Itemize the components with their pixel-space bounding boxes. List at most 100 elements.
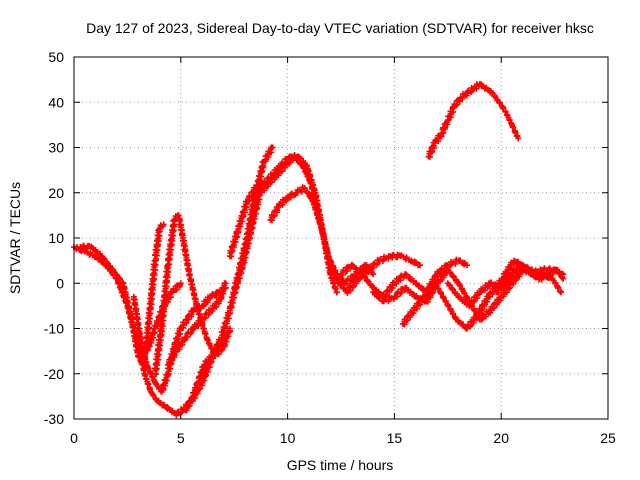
data-marker: [294, 156, 301, 163]
data-marker: [509, 124, 516, 131]
data-marker: [179, 237, 186, 244]
data-marker: [247, 235, 254, 242]
data-marker: [161, 401, 168, 408]
data-points: [71, 81, 567, 419]
data-marker: [275, 204, 282, 211]
data-marker: [123, 294, 130, 301]
data-marker: [435, 285, 442, 292]
data-marker: [552, 279, 559, 286]
data-marker: [397, 290, 404, 297]
data-marker: [372, 290, 379, 297]
data-marker: [314, 212, 321, 219]
data-marker: [312, 206, 319, 213]
data-marker: [322, 241, 329, 248]
data-marker: [316, 220, 323, 227]
data-point: [160, 221, 167, 228]
data-marker: [524, 266, 531, 273]
series-arc-16: [425, 81, 522, 160]
data-marker: [119, 280, 126, 287]
data-point: [558, 289, 565, 296]
y-tick-label: -20: [44, 366, 64, 382]
data-marker: [126, 308, 133, 315]
data-marker: [499, 103, 506, 110]
series-arc-5: [151, 212, 233, 378]
series-arc-6: [164, 280, 229, 369]
data-marker: [555, 284, 562, 291]
x-tick-label: 0: [70, 430, 78, 446]
data-marker: [307, 180, 314, 187]
data-point: [269, 144, 276, 151]
data-marker: [200, 325, 207, 332]
data-point: [464, 262, 471, 269]
y-tick-label: -10: [44, 321, 64, 337]
data-marker: [460, 321, 467, 328]
data-marker: [201, 330, 208, 337]
data-marker: [438, 290, 445, 297]
data-marker: [407, 288, 414, 295]
data-marker: [144, 380, 151, 387]
data-point: [515, 135, 522, 142]
data-marker: [188, 281, 195, 288]
data-marker: [500, 104, 507, 111]
x-tick-label: 10: [280, 430, 296, 446]
series-arc-15: [493, 257, 567, 296]
data-marker: [330, 280, 337, 287]
data-marker: [175, 212, 182, 219]
data-marker: [412, 259, 419, 266]
x-tick-label: 5: [177, 430, 185, 446]
data-marker: [556, 269, 563, 276]
data-marker: [515, 258, 522, 265]
data-marker: [416, 282, 423, 289]
data-marker: [142, 372, 149, 379]
series-arc-14: [444, 265, 567, 309]
data-marker: [325, 255, 332, 262]
data-marker: [128, 318, 135, 325]
data-marker: [327, 271, 334, 278]
data-marker: [403, 271, 410, 278]
data-marker: [138, 356, 145, 363]
data-marker: [117, 275, 124, 282]
data-marker: [192, 300, 199, 307]
data-point: [177, 280, 184, 287]
series-arc-10: [267, 184, 424, 296]
data-point: [222, 280, 229, 287]
y-axis-label: SDTVAR / TECUs: [7, 182, 23, 294]
data-marker: [315, 215, 322, 222]
data-marker: [149, 373, 156, 380]
data-marker: [113, 271, 120, 278]
data-marker: [461, 290, 468, 297]
data-marker: [189, 308, 196, 315]
data-marker: [150, 392, 157, 399]
data-marker: [375, 293, 382, 300]
data-marker: [347, 277, 354, 284]
data-marker: [177, 226, 184, 233]
data-marker: [130, 296, 137, 303]
data-marker: [189, 286, 196, 293]
chart-title: Day 127 of 2023, Sidereal Day-to-day VTE…: [86, 20, 594, 36]
data-marker: [332, 285, 339, 292]
data-marker: [449, 310, 456, 317]
y-tick-label: 50: [48, 49, 64, 65]
y-tick-label: -30: [44, 411, 64, 427]
data-marker: [446, 262, 453, 269]
data-marker: [320, 235, 327, 242]
data-marker: [191, 295, 198, 302]
data-point: [417, 262, 424, 269]
y-tick-label: 30: [48, 140, 64, 156]
data-marker: [447, 269, 454, 276]
y-tick-label: 20: [48, 185, 64, 201]
data-marker: [449, 285, 456, 292]
data-marker: [310, 201, 317, 208]
axes: 0 5 10 15 20 25 -30 -20 -10 0 10 20 30 40 50: [44, 49, 616, 446]
data-marker: [308, 185, 315, 192]
y-tick-label: 0: [56, 275, 64, 291]
data-marker: [331, 270, 338, 277]
data-marker: [183, 256, 190, 263]
data-point: [370, 271, 377, 278]
x-tick-label: 25: [600, 430, 616, 446]
data-marker: [297, 159, 304, 166]
data-marker: [136, 342, 143, 349]
data-marker: [506, 116, 513, 123]
